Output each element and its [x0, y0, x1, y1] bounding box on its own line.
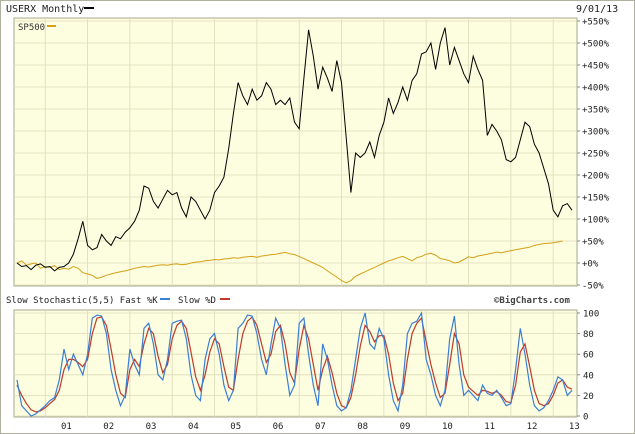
price-tick-label: +450%	[582, 62, 610, 72]
price-tick-label: +400%	[582, 84, 610, 94]
chart-date: 9/01/13	[576, 4, 618, 15]
price-tick-label: +550%	[582, 18, 610, 28]
stoch-panel-bg	[13, 309, 578, 418]
header-bar	[1, 1, 634, 16]
stoch-tick-label: 80	[583, 330, 594, 340]
price-tick-label: -50%	[582, 282, 604, 292]
price-grid	[14, 18, 577, 286]
x-tick-label: 10	[442, 422, 453, 432]
price-series-line	[16, 27, 573, 272]
x-tick-label: 11	[484, 422, 495, 432]
x-tick-label: 02	[103, 422, 114, 432]
price-tick-label: +0%	[582, 260, 599, 270]
x-tick-label: 05	[230, 422, 241, 432]
slowd-legend-label: Slow %D	[178, 296, 216, 306]
price-y-axis: +550% +500% +450% +400% +350% +300% +250% +200%…	[577, 18, 610, 292]
price-tick-label: +200%	[582, 172, 610, 182]
price-tick-label: +100%	[582, 216, 610, 226]
x-tick-label: 08	[357, 422, 368, 432]
x-axis: 01 02 03 04 05 06 07 08 09 10 11 12 13	[61, 422, 580, 432]
stoch-y-axis: 100 80 60 40 20 0	[577, 310, 599, 423]
stoch-tick-label: 100	[583, 310, 599, 320]
stoch-tick-label: 40	[583, 371, 594, 381]
stoch-grid	[14, 310, 577, 417]
x-tick-label: 07	[315, 422, 326, 432]
price-tick-label: +150%	[582, 194, 610, 204]
stoch-title: Slow Stochastic(5,5) Fast %K	[6, 296, 158, 306]
price-tick-label: +500%	[582, 40, 610, 50]
price-tick-label: +250%	[582, 150, 610, 160]
stoch-tick-label: 0	[583, 413, 588, 423]
stoch-tick-label: 60	[583, 351, 594, 361]
x-tick-label: 09	[400, 422, 411, 432]
x-tick-label: 06	[273, 422, 284, 432]
fastk-series-line	[16, 311, 573, 417]
chart-title: USERX Monthly	[6, 4, 84, 15]
stoch-panel: 100 80 60 40 20 0 01 02 03 04 05 06 07 08 09 10 11 12 13	[13, 309, 599, 432]
price-tick-label: +350%	[582, 106, 610, 116]
x-tick-label: 04	[188, 422, 199, 432]
benchmark-series-line	[16, 240, 563, 284]
benchmark-legend-label: SP500	[18, 23, 45, 33]
price-panel: +550% +500% +450% +400% +350% +300% +250% +200%…	[13, 17, 610, 292]
x-tick-label: 03	[146, 422, 157, 432]
x-tick-label: 01	[61, 422, 72, 432]
x-tick-label: 13	[569, 422, 580, 432]
stoch-tick-label: 20	[583, 392, 594, 402]
watermark: ©BigCharts.com	[494, 295, 570, 306]
price-tick-label: +300%	[582, 128, 610, 138]
x-tick-label: 12	[527, 422, 538, 432]
stoch-header-bar	[1, 292, 634, 307]
price-tick-label: +50%	[582, 238, 604, 248]
price-panel-bg	[13, 17, 578, 287]
